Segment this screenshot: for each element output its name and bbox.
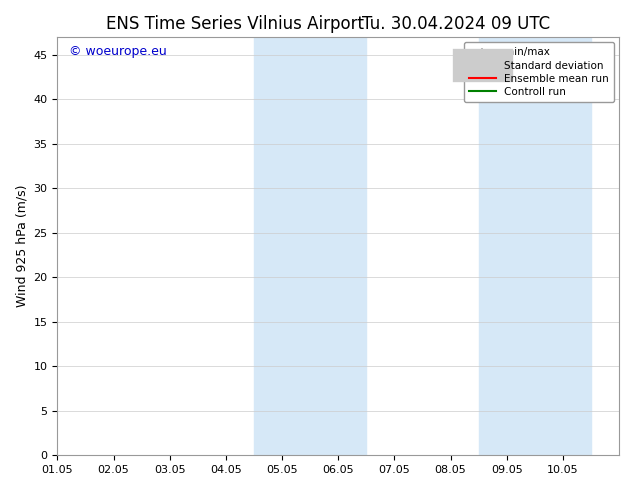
Text: ENS Time Series Vilnius Airport: ENS Time Series Vilnius Airport [106,15,363,33]
Bar [254,37,366,455]
Y-axis label: Wind 925 hPa (m/s): Wind 925 hPa (m/s) [15,185,28,307]
Legend: min/max, Standard deviation, Ensemble mean run, Controll run: min/max, Standard deviation, Ensemble me… [464,42,614,102]
Bar [479,37,591,455]
Text: © woeurope.eu: © woeurope.eu [68,46,166,58]
Text: Tu. 30.04.2024 09 UTC: Tu. 30.04.2024 09 UTC [363,15,550,33]
